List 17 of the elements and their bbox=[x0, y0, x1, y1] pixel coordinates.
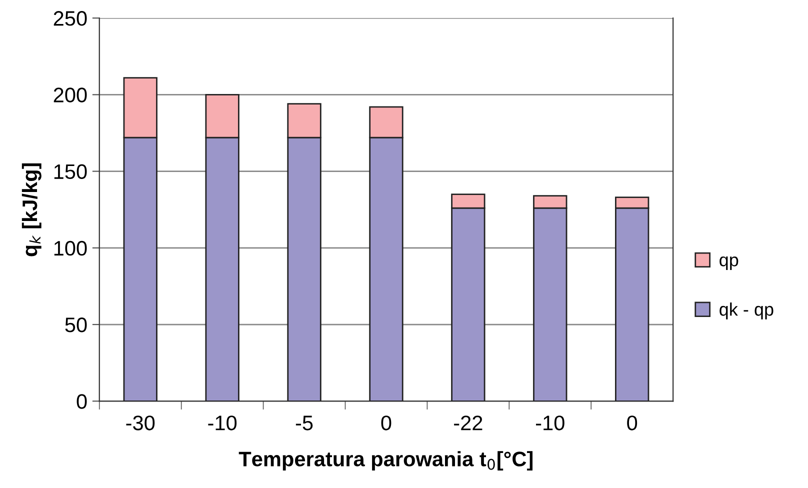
x-tick-label: -22 bbox=[454, 416, 482, 430]
y-axis-title: q$_{k}$ [kJ/kg] bbox=[22, 163, 42, 256]
legend-label: qk - qp bbox=[720, 302, 774, 320]
y-tick-label: 200 bbox=[54, 88, 87, 102]
x-tick-label: -5 bbox=[296, 416, 313, 430]
x-axis-title: Temperatura parowania t$_{0}$[°C] bbox=[238, 451, 532, 471]
x-tick-label: 0 bbox=[381, 416, 392, 430]
y-tick-label: 100 bbox=[54, 240, 87, 256]
x-tick-label: -10 bbox=[536, 416, 564, 430]
legend-label: qp bbox=[720, 256, 738, 270]
x-tick-label: 0 bbox=[627, 416, 638, 430]
y-tick-label: 150 bbox=[54, 164, 87, 180]
y-tick-label: 50 bbox=[65, 318, 87, 332]
x-tick-label: -10 bbox=[208, 416, 237, 430]
y-tick-label: 0 bbox=[76, 394, 87, 409]
x-tick-label: -30 bbox=[126, 416, 155, 430]
y-tick-label: 250 bbox=[54, 11, 87, 26]
